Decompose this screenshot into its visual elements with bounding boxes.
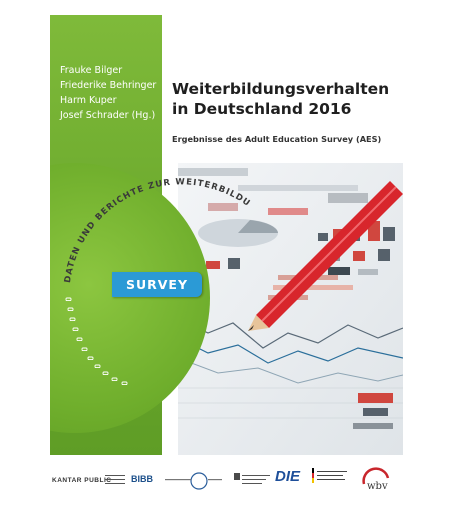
title-line: Weiterbildungsverhalten — [172, 80, 390, 98]
jlu-logo — [232, 470, 272, 499]
cover-photo — [178, 163, 403, 455]
die-logo: DIE — [275, 468, 301, 485]
fu-berlin-logo — [165, 470, 225, 499]
wbv-text: wbv — [367, 481, 388, 492]
author: Harm Kuper — [60, 95, 117, 106]
wbv-logo: wbv — [360, 464, 394, 499]
bibb-logo: BIBB — [105, 472, 157, 499]
book-title: Weiterbildungsverhalten in Deutschland 2… — [172, 79, 397, 119]
title-line: in Deutschland 2016 — [172, 100, 352, 118]
author: Frauke Bilger — [60, 65, 123, 76]
svg-text:DATEN UND BERICHTE ZUR WEITERB: DATEN UND BERICHTE ZUR WEITERBILDUNG — [50, 15, 252, 284]
author: Friederike Behringer — [60, 80, 157, 91]
bibb-text: BIBB — [131, 474, 153, 484]
author-list: Frauke Bilger Friederike Behringer Harm … — [60, 63, 156, 123]
bmbf-logo — [312, 468, 352, 499]
series-arc: DATEN UND BERICHTE ZUR WEITERBILDUNG — [50, 15, 252, 386]
series-name: DATEN UND BERICHTE ZUR WEITERBILDUNG — [50, 15, 251, 284]
publisher-logos: KANTAR PUBLIC BIBB DIE wbv — [0, 460, 450, 512]
survey-badge: SURVEY — [112, 272, 202, 297]
book-cover: Frauke Bilger Friederike Behringer Harm … — [50, 15, 403, 455]
book-subtitle: Ergebnisse des Adult Education Survey (A… — [172, 134, 382, 144]
kantar-logo: KANTAR PUBLIC — [52, 477, 112, 484]
author: Josef Schrader (Hg.) — [60, 110, 156, 121]
